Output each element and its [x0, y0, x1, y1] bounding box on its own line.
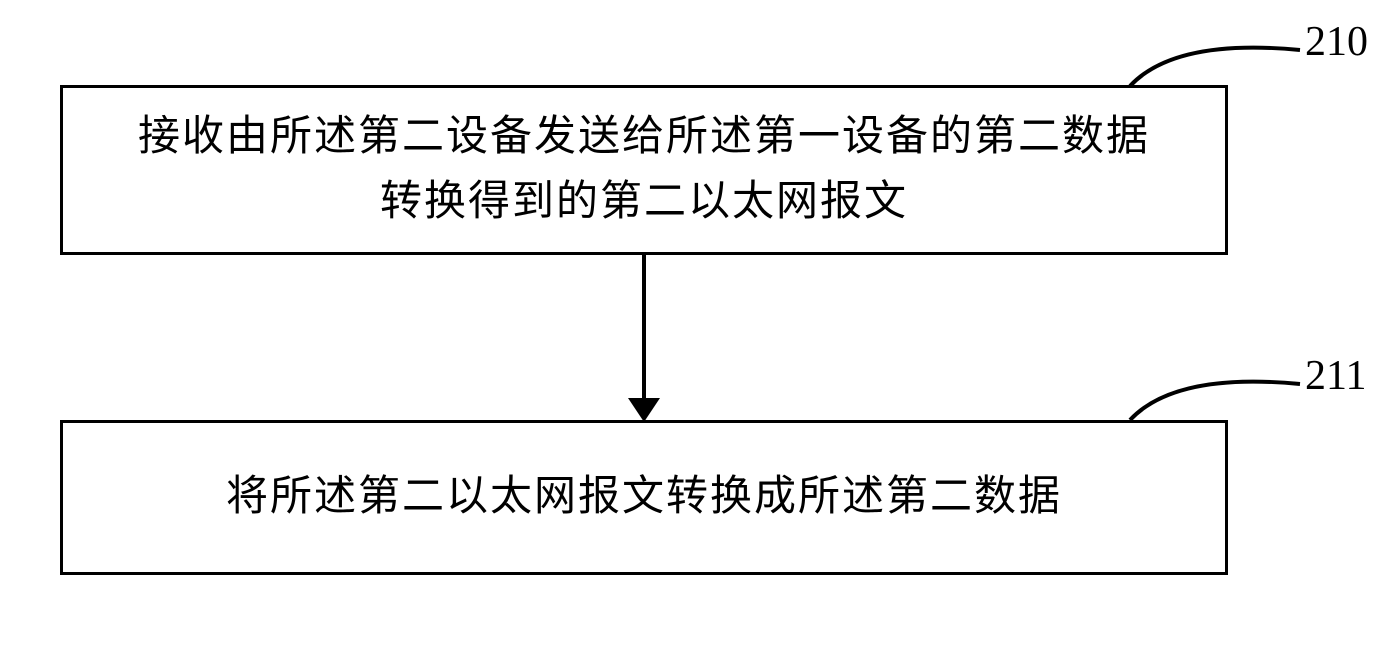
- step-label-210: 210: [1305, 18, 1368, 66]
- flow-step-210: 接收由所述第二设备发送给所述第一设备的第二数据 转换得到的第二以太网报文: [60, 85, 1228, 255]
- arrow-210-to-211: [642, 255, 646, 400]
- flow-step-211: 将所述第二以太网报文转换成所述第二数据: [60, 420, 1228, 575]
- flow-step-210-text: 接收由所述第二设备发送给所述第一设备的第二数据 转换得到的第二以太网报文: [118, 105, 1170, 235]
- diagram-canvas: 接收由所述第二设备发送给所述第一设备的第二数据 转换得到的第二以太网报文 210…: [0, 0, 1390, 646]
- arrow-head-210-to-211: [628, 398, 660, 422]
- flow-step-211-text: 将所述第二以太网报文转换成所述第二数据: [206, 465, 1082, 530]
- step-label-211: 211: [1305, 352, 1366, 400]
